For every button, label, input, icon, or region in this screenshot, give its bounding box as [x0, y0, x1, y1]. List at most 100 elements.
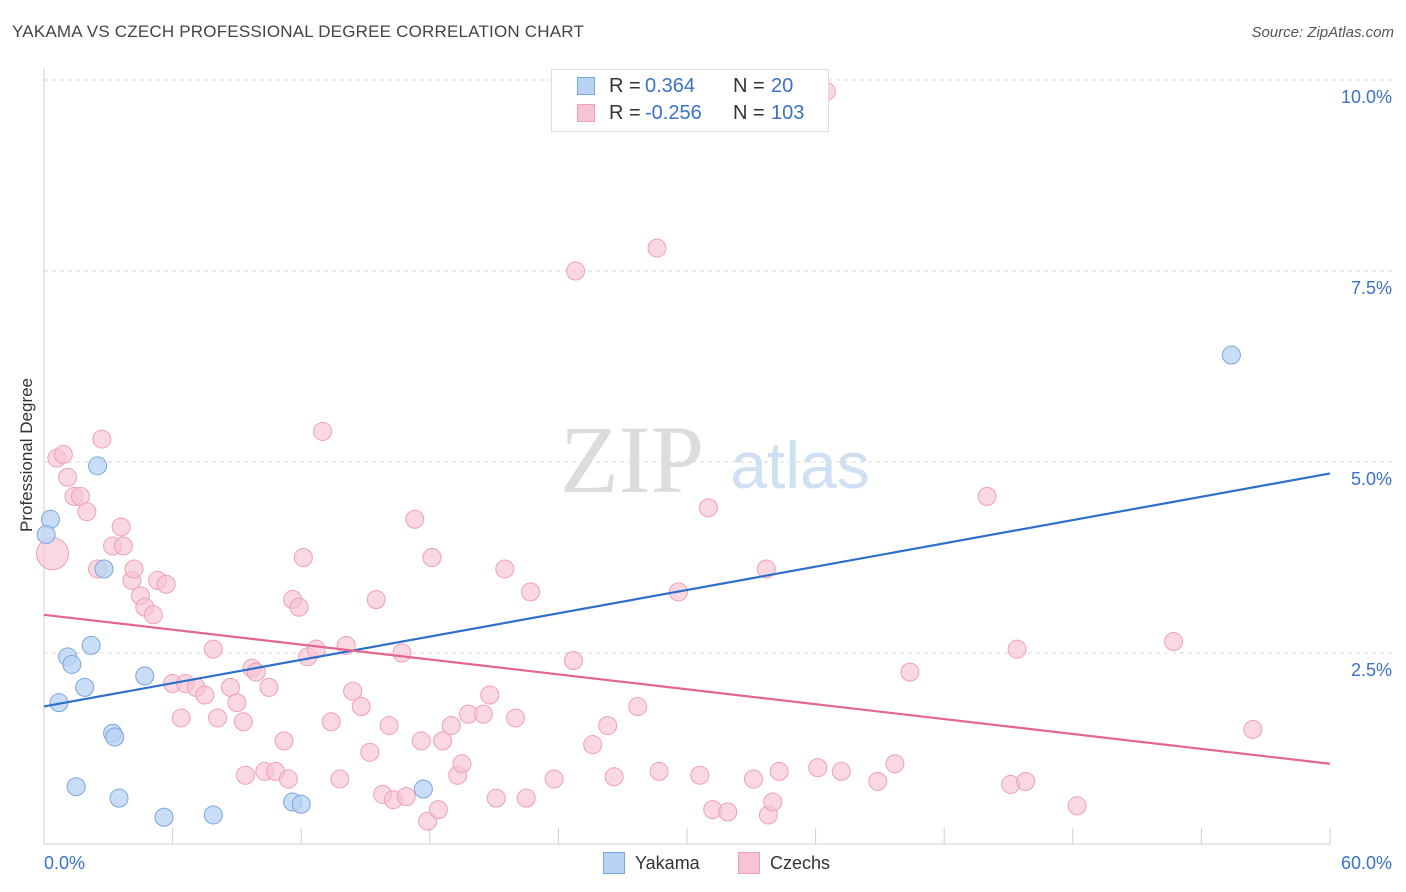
- correlation-legend: R = 0.364 N = 20 R = -0.256 N = 103: [551, 69, 829, 132]
- czech-point: [452, 754, 472, 774]
- czech-point: [227, 693, 247, 713]
- czech-point: [124, 559, 144, 579]
- czech-point: [235, 765, 255, 785]
- legend-label-czechs: Czechs: [770, 852, 831, 873]
- czech-point: [208, 708, 228, 728]
- czech-point: [313, 421, 333, 441]
- y-tick-label: 10.0%: [1341, 87, 1392, 107]
- yakama-point: [413, 779, 433, 799]
- czech-point: [396, 787, 416, 807]
- czech-point: [441, 716, 461, 736]
- czech-point: [259, 677, 279, 697]
- legend-n-value: 103: [771, 101, 805, 124]
- x-tick-label: 0.0%: [44, 853, 85, 873]
- watermark-atlas: atlas: [730, 428, 869, 502]
- czech-point: [278, 769, 298, 789]
- tick-labels: 2.5% 5.0% 7.5% 10.0% 0.0% 60.0%: [44, 87, 1392, 873]
- czech-point: [506, 708, 526, 728]
- czech-point: [521, 582, 541, 602]
- czech-point: [977, 486, 997, 506]
- czech-point: [808, 758, 828, 778]
- czech-point: [428, 800, 448, 820]
- czech-point: [203, 639, 223, 659]
- yakama-point: [203, 805, 223, 825]
- czech-point: [690, 765, 710, 785]
- czech-point: [544, 769, 564, 789]
- czech-point: [351, 696, 371, 716]
- czech-point: [156, 574, 176, 594]
- yakama-point: [94, 559, 114, 579]
- czech-point: [756, 559, 776, 579]
- czech-point: [433, 731, 453, 751]
- legend-r-label: R =: [609, 101, 641, 124]
- czech-point: [473, 704, 493, 724]
- czech-point: [274, 731, 294, 751]
- czech-point: [649, 761, 669, 781]
- yakama-trend-line: [43, 472, 1331, 708]
- czech-point: [289, 597, 309, 617]
- czech-point: [566, 261, 586, 281]
- yakama-point: [66, 777, 86, 797]
- chart-title: YAKAMA VS CZECH PROFESSIONAL DEGREE CORR…: [12, 22, 585, 41]
- czech-point: [321, 712, 341, 732]
- czech-points: [36, 81, 1263, 831]
- czech-point: [405, 509, 425, 529]
- czech-point: [379, 716, 399, 736]
- czech-point: [343, 681, 363, 701]
- legend-swatch-czechs: [738, 852, 760, 874]
- czech-point: [769, 761, 789, 781]
- czech-trend-line: [43, 613, 1331, 765]
- czech-point: [53, 444, 73, 464]
- czech-point: [195, 685, 215, 705]
- czech-point: [143, 605, 163, 625]
- czech-point: [647, 238, 667, 258]
- source-label: Source: ZipAtlas.com: [1251, 24, 1394, 41]
- watermark: ZIP atlas: [560, 406, 870, 513]
- czech-point: [77, 502, 97, 522]
- yakama-point: [36, 525, 56, 545]
- czech-point: [598, 716, 618, 736]
- y-tick-label: 2.5%: [1351, 660, 1392, 680]
- czech-point: [868, 771, 888, 791]
- y-tick-label: 5.0%: [1351, 469, 1392, 489]
- czech-point: [718, 802, 738, 822]
- legend-r-label: R =: [609, 74, 641, 97]
- czech-point: [743, 769, 763, 789]
- legend-r-value: -0.256: [645, 101, 702, 124]
- y-tick-label: 7.5%: [1351, 278, 1392, 298]
- czech-point: [58, 467, 78, 487]
- legend-n-label: N =: [733, 101, 765, 124]
- czech-point: [293, 548, 313, 567]
- czech-point: [763, 792, 783, 812]
- czech-point: [171, 708, 191, 728]
- yakama-points: [36, 345, 1241, 827]
- czech-point: [422, 548, 442, 567]
- legend-item-yakama[interactable]: Yakama: [603, 852, 700, 874]
- yakama-point: [135, 666, 155, 686]
- legend-swatch-czechs: [577, 104, 595, 122]
- czech-point: [411, 731, 431, 751]
- x-tick-label: 60.0%: [1341, 853, 1392, 873]
- czech-point: [1243, 719, 1263, 739]
- czech-point: [495, 559, 515, 579]
- czech-point: [392, 643, 412, 663]
- yakama-point: [62, 654, 82, 674]
- y-axis-label: Professional Degree: [17, 377, 36, 533]
- yakama-point: [291, 794, 311, 814]
- czech-point: [900, 662, 920, 682]
- czech-point: [1164, 632, 1184, 652]
- legend-row-czechs: R = -0.256 N = 103: [577, 101, 804, 125]
- legend-swatch-yakama: [577, 77, 595, 95]
- czech-point: [233, 712, 253, 732]
- legend-n-label: N =: [733, 74, 765, 97]
- yakama-point: [154, 807, 174, 827]
- czech-point: [330, 769, 350, 789]
- watermark-zip: ZIP: [560, 406, 704, 513]
- legend-item-czechs[interactable]: Czechs: [738, 852, 830, 874]
- yakama-point: [81, 635, 101, 655]
- axes: [43, 68, 1331, 845]
- czech-point: [360, 742, 380, 762]
- trend-lines: [43, 472, 1331, 765]
- czech-point: [583, 735, 603, 755]
